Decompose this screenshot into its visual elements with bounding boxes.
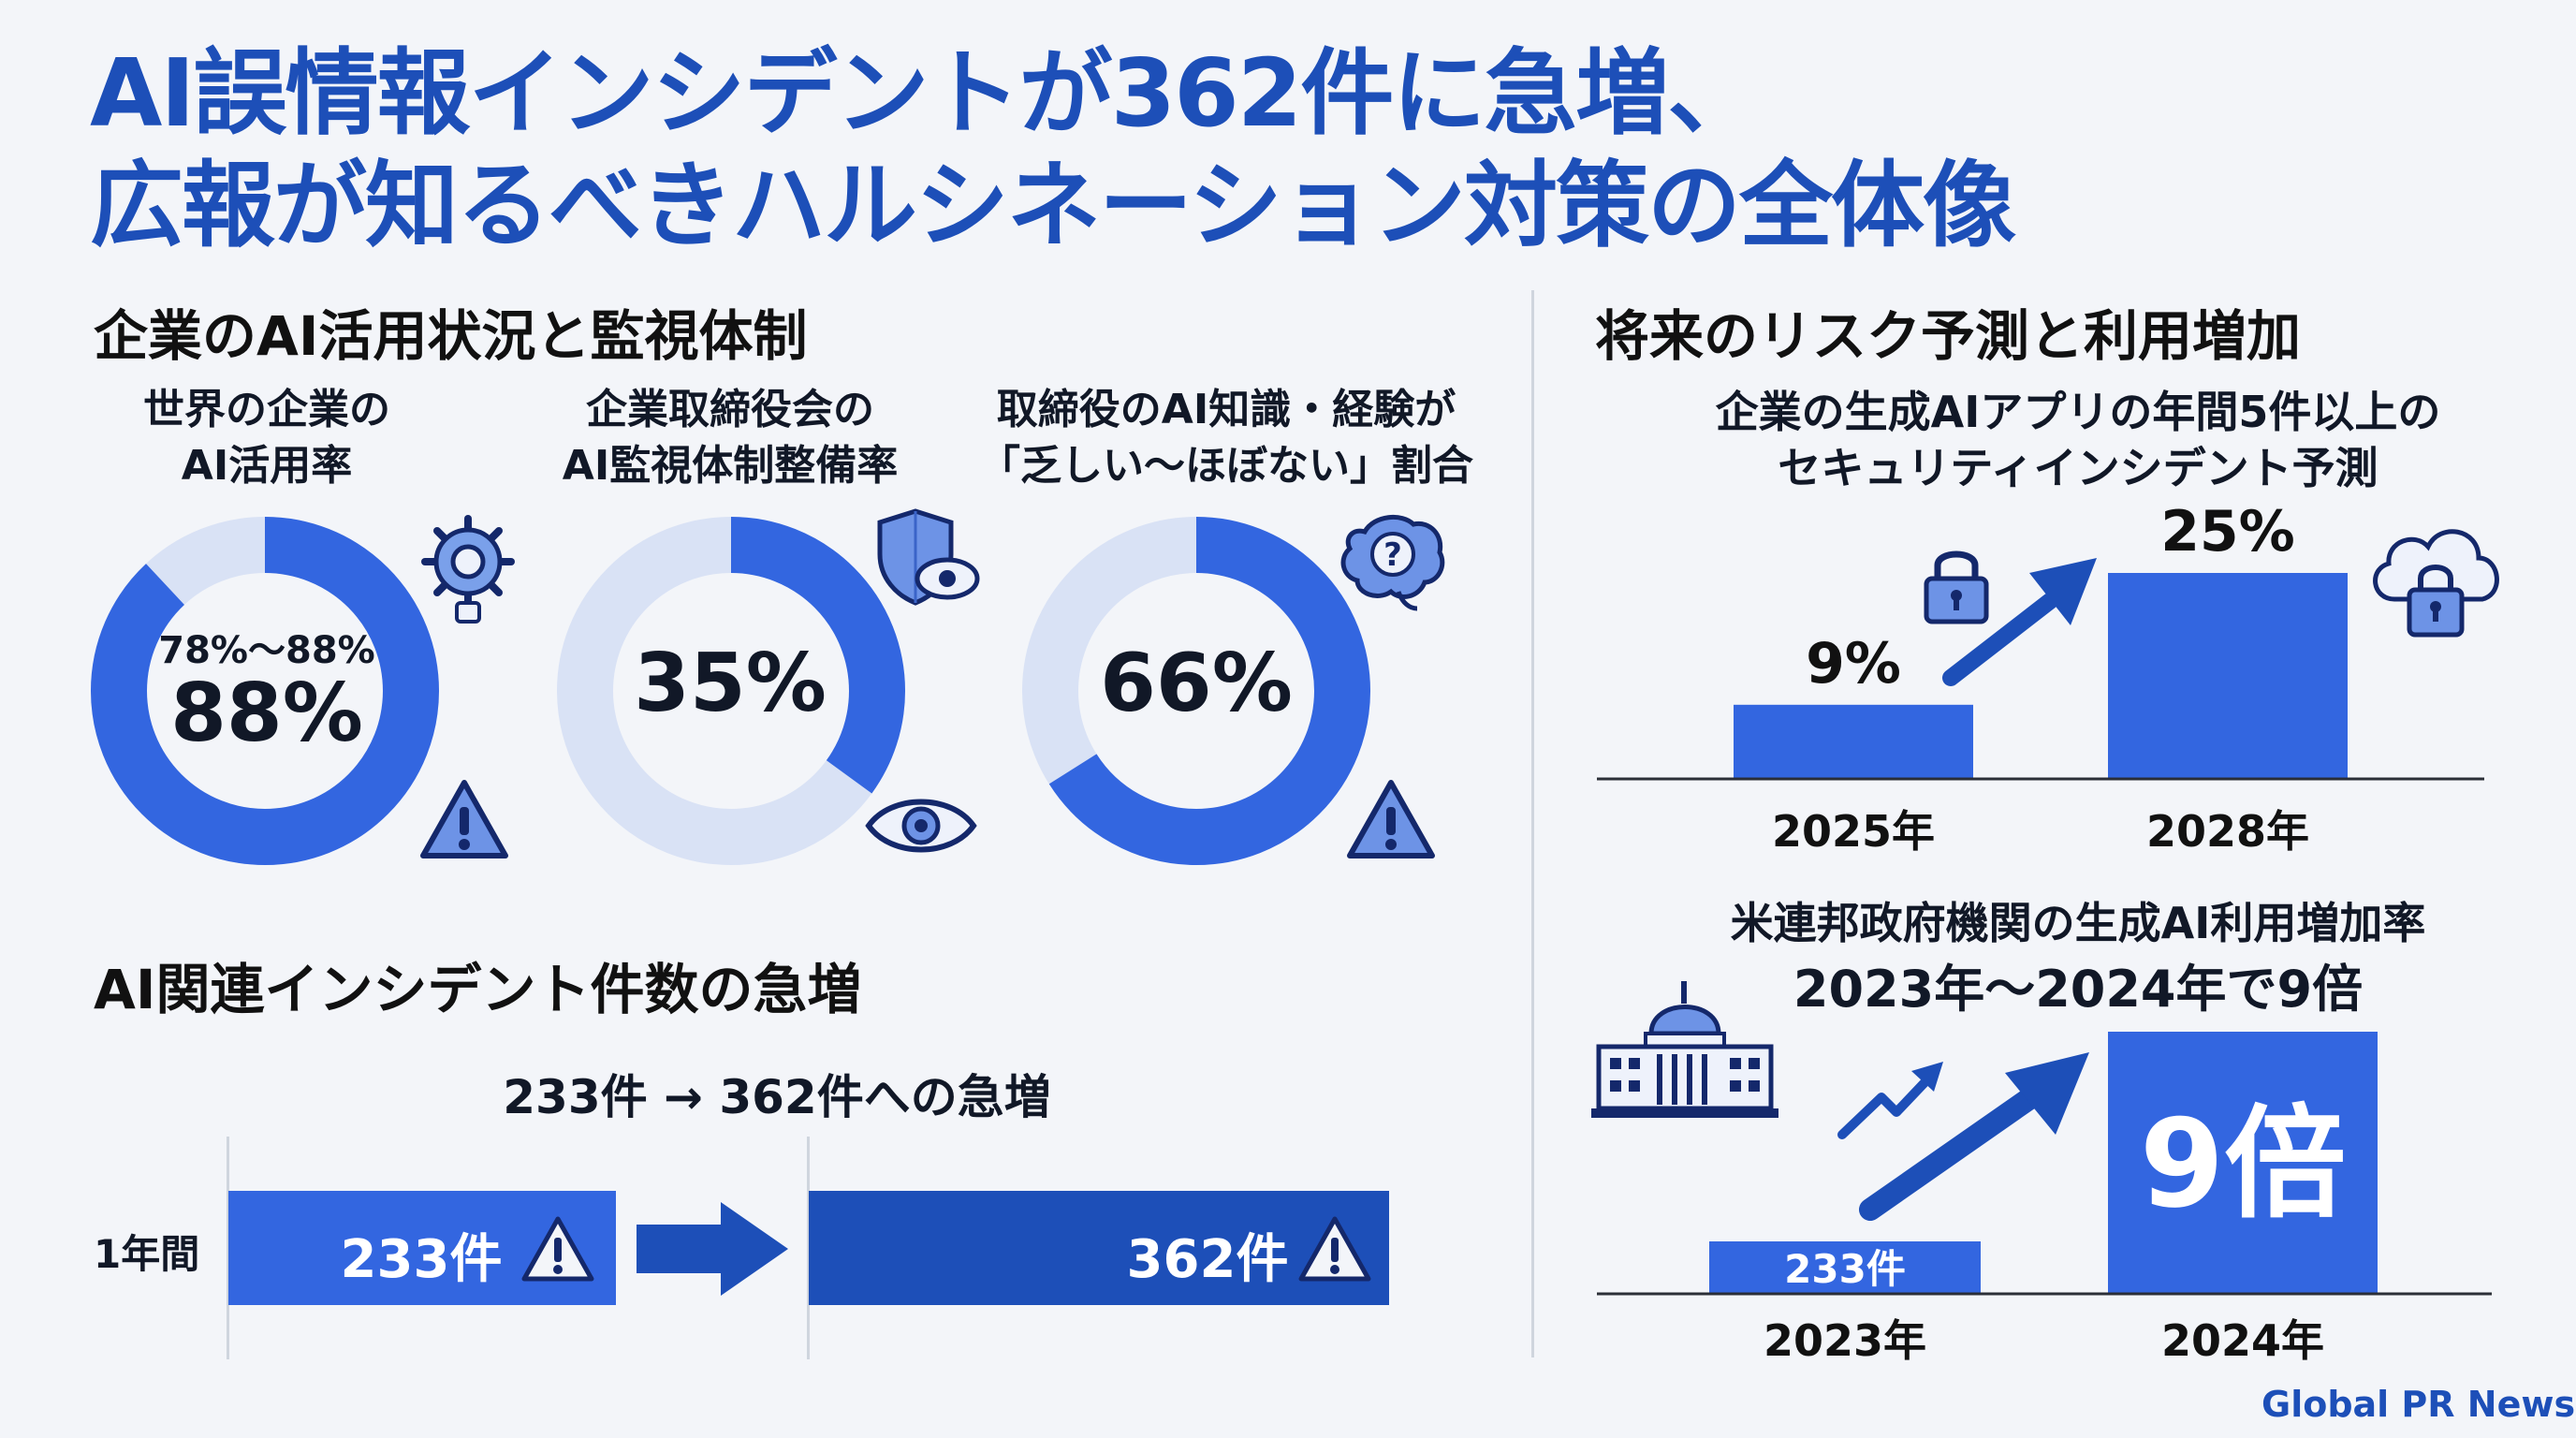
forecast-value-label: 25% xyxy=(2160,499,2295,565)
arrow-right-icon xyxy=(637,1202,788,1296)
forecast-category-label: 2028年 xyxy=(2146,806,2309,857)
donut-1-sub: 78%〜88% xyxy=(158,629,375,672)
forecast-category-label: 2025年 xyxy=(1772,806,1935,857)
brain-question-icon: ? xyxy=(1340,514,1445,611)
government-building-icon xyxy=(1591,981,1778,1118)
warning-icon-4 xyxy=(1298,1216,1371,1282)
left-section-heading: 企業のAI活用状況と監視体制 xyxy=(94,304,808,368)
warning-icon-3 xyxy=(521,1216,594,1282)
forecast-bar-2028年 xyxy=(2108,573,2348,779)
brand-footer: Global PR News xyxy=(2261,1384,2576,1425)
donut-2-value: 35% xyxy=(634,637,827,730)
warning-icon-2 xyxy=(1347,780,1435,858)
title-line-2: 広報が知るべきハルシネーション対策の全体像 xyxy=(90,151,2016,260)
cloud-lock-icon xyxy=(2373,529,2499,638)
gov-value-label: 233件 xyxy=(1784,1246,1906,1292)
gear-bulb-icon xyxy=(421,515,515,624)
warning-icon xyxy=(420,780,508,858)
donut-1-label: 世界の企業の AI活用率 xyxy=(143,386,390,490)
incident-subtitle: 233件 → 362件への急増 xyxy=(503,1070,1051,1124)
bar-362-label: 362件 xyxy=(1126,1229,1289,1290)
incident-axis-mid xyxy=(807,1137,810,1359)
donut-3-value: 66% xyxy=(1100,637,1293,730)
incident-heading: AI関連インシデント件数の急増 xyxy=(94,958,862,1021)
incident-row-label: 1年間 xyxy=(94,1231,200,1277)
gov-chart-title-2: 2023年〜2024年で9倍 xyxy=(1793,960,2364,1019)
gov-bar-2023年 xyxy=(1709,1241,1981,1294)
gov-category-label: 2024年 xyxy=(2161,1315,2324,1366)
donut-3-slice xyxy=(1022,517,1370,865)
bar-362 xyxy=(809,1191,1389,1305)
forecast-bar-2025年 xyxy=(1734,704,1973,779)
page-title: AI誤情報インシデントが362件に急増、 広報が知るべきハルシネーション対策の全… xyxy=(90,37,2524,262)
eye-icon xyxy=(865,799,977,853)
gov-value-label: 9倍 xyxy=(2140,1093,2346,1235)
shield-eye-icon xyxy=(877,508,980,606)
donut-2-slice xyxy=(557,517,905,865)
incident-axis-left xyxy=(227,1137,229,1359)
title-line-1: AI誤情報インシデントが362件に急増、 xyxy=(90,38,1761,148)
right-section-heading: 将来のリスク予測と利用増加 xyxy=(1595,304,2302,368)
gov-category-label: 2023年 xyxy=(1764,1315,1926,1366)
gov-bar-2024年 xyxy=(2108,1032,2378,1294)
donut-2-label: 企業取締役会の AI監視体制整備率 xyxy=(562,386,899,490)
section-divider xyxy=(1531,290,1534,1357)
donut-3-label: 取締役のAI知識・経験が 「乏しい〜ほぼない」割合 xyxy=(979,386,1473,490)
lock-icon xyxy=(1924,550,1989,624)
donut-1-value: 88% xyxy=(170,667,363,760)
bar-233-label: 233件 xyxy=(340,1229,503,1290)
donut-1-slice xyxy=(91,517,439,865)
forecast-chart-title: 企業の生成AIアプリの年間5件以上の セキュリティインシデント予測 xyxy=(1715,387,2441,493)
forecast-value-label: 9% xyxy=(1806,631,1901,697)
gov-chart-title-1: 米連邦政府機関の生成AI利用増加率 xyxy=(1730,898,2426,948)
svg-text:?: ? xyxy=(1383,536,1402,574)
